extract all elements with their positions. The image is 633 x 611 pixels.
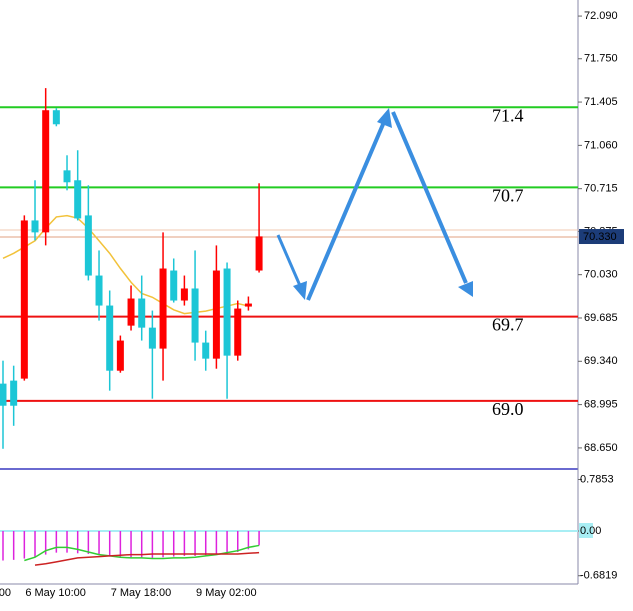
x-tick-label: 9 May 02:00	[196, 587, 257, 599]
x-tick-label: 00	[0, 587, 11, 599]
y-tick-label: 70.715	[584, 183, 618, 195]
candle-body	[202, 342, 210, 359]
candle-body	[148, 327, 156, 349]
candle-body	[223, 268, 231, 356]
candle-body	[31, 220, 39, 233]
y-tick-label: 72.090	[584, 10, 618, 22]
candle-body	[159, 268, 167, 349]
y-tick-label: -0.6819	[580, 570, 617, 582]
level-label: 69.7	[492, 315, 524, 335]
y-tick-label: 71.750	[584, 53, 618, 65]
arrow	[391, 111, 468, 284]
zero-box	[579, 523, 593, 538]
candle-body	[170, 270, 178, 301]
x-tick-label: 6 May 10:00	[25, 587, 86, 599]
level-label: 69.0	[492, 399, 524, 419]
candle-body	[20, 220, 28, 379]
y-tick-label: 69.685	[584, 312, 618, 324]
y-tick-label: 69.340	[584, 355, 618, 367]
candle-body	[138, 298, 146, 328]
candle-body	[127, 298, 135, 326]
candle-body	[234, 308, 242, 356]
candle-body	[95, 275, 103, 306]
y-tick-label: 71.405	[584, 96, 618, 108]
y-tick-label: 71.060	[584, 139, 618, 151]
arrow-head	[377, 108, 392, 128]
candle-body	[42, 110, 50, 233]
level-label: 71.4	[492, 105, 524, 125]
candle-body	[10, 380, 18, 406]
indicator-line	[34, 551, 260, 566]
candle-body	[212, 270, 220, 359]
candle-body	[191, 288, 199, 343]
candle-body	[74, 180, 82, 219]
x-tick-label: 7 May 18:00	[111, 587, 172, 599]
level-label: 70.7	[492, 186, 524, 206]
y-tick-label: 0.7853	[580, 473, 614, 485]
candle-body	[244, 303, 252, 307]
arrow-head	[293, 281, 307, 300]
y-tick-label: 70.030	[584, 269, 618, 281]
candle-body	[63, 170, 71, 183]
y-tick-label: 68.650	[584, 442, 618, 454]
price-label: 70.330	[583, 231, 617, 243]
candle-body	[52, 110, 60, 125]
candle-body	[116, 340, 124, 371]
price-box	[579, 229, 624, 245]
axis-area: 00 6 May 10:00 7 May 18:00 9 May 02:00 72.09…	[0, 10, 624, 599]
y-tick-label: 0.00	[580, 525, 601, 537]
arrow	[276, 234, 303, 289]
candle-body	[180, 288, 188, 301]
candle-body	[106, 305, 114, 371]
candle-body	[84, 215, 92, 276]
arrow-head	[458, 281, 473, 297]
candle-body	[255, 236, 263, 271]
plot-area: 71.4 70.7 69.7 69.0	[0, 0, 579, 585]
forecast-arrows	[276, 108, 473, 301]
arrow	[306, 121, 386, 301]
y-tick-label: 68.995	[584, 399, 618, 411]
candle-body	[0, 383, 7, 406]
